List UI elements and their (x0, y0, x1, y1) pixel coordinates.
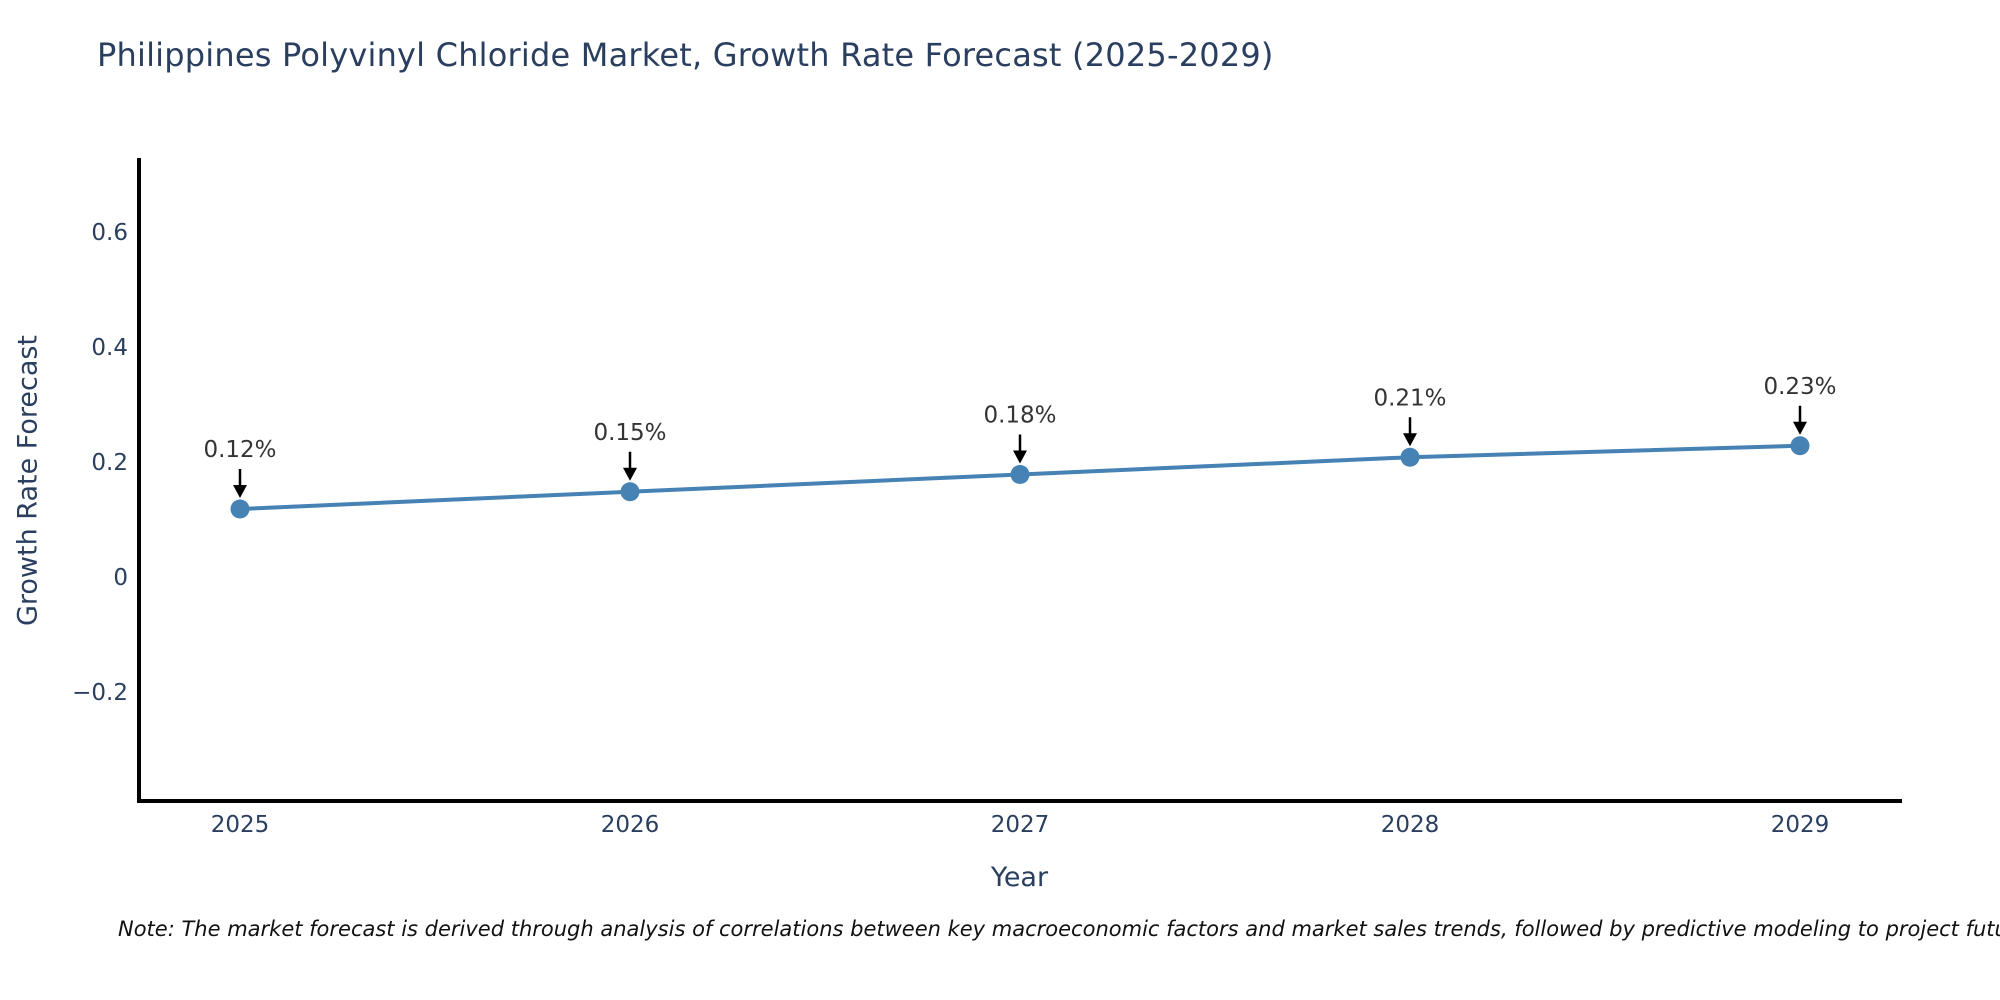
annotation-arrowhead (1793, 421, 1807, 435)
x-tick-label: 2027 (991, 812, 1050, 838)
x-tick-label: 2028 (1381, 812, 1440, 838)
annotation-label: 0.21% (1373, 385, 1446, 411)
annotation-arrowhead (233, 485, 247, 498)
x-tick-label: 2029 (1771, 812, 1830, 838)
y-tick-label: 0 (113, 565, 128, 591)
y-tick-label: 0.4 (91, 335, 128, 361)
data-point[interactable] (230, 499, 250, 519)
annotation-arrowhead (1403, 433, 1417, 447)
annotation-label: 0.18% (983, 403, 1056, 429)
data-point[interactable] (1790, 436, 1810, 456)
data-point[interactable] (620, 482, 640, 502)
axis-lines (137, 158, 1902, 803)
footnote: Note: The market forecast is derived thr… (118, 917, 2000, 941)
annotation-label: 0.15% (593, 420, 666, 446)
annotation-label: 0.23% (1763, 374, 1836, 400)
y-tick-label: −0.2 (72, 680, 128, 706)
y-tick-label: 0.2 (91, 450, 128, 476)
chart-title: Philippines Polyvinyl Chloride Market, G… (97, 36, 1274, 74)
x-axis-title: Year (990, 862, 1049, 893)
y-axis-title: Growth Rate Forecast (13, 335, 44, 626)
annotation-arrowhead (1013, 450, 1027, 464)
annotation-arrowhead (623, 467, 637, 481)
y-tick-label: 0.6 (91, 220, 128, 246)
data-point[interactable] (1400, 447, 1420, 467)
x-tick-label: 2025 (211, 812, 270, 838)
data-point[interactable] (1010, 465, 1030, 484)
x-tick-label: 2026 (601, 812, 660, 838)
annotation-label: 0.12% (203, 437, 276, 463)
